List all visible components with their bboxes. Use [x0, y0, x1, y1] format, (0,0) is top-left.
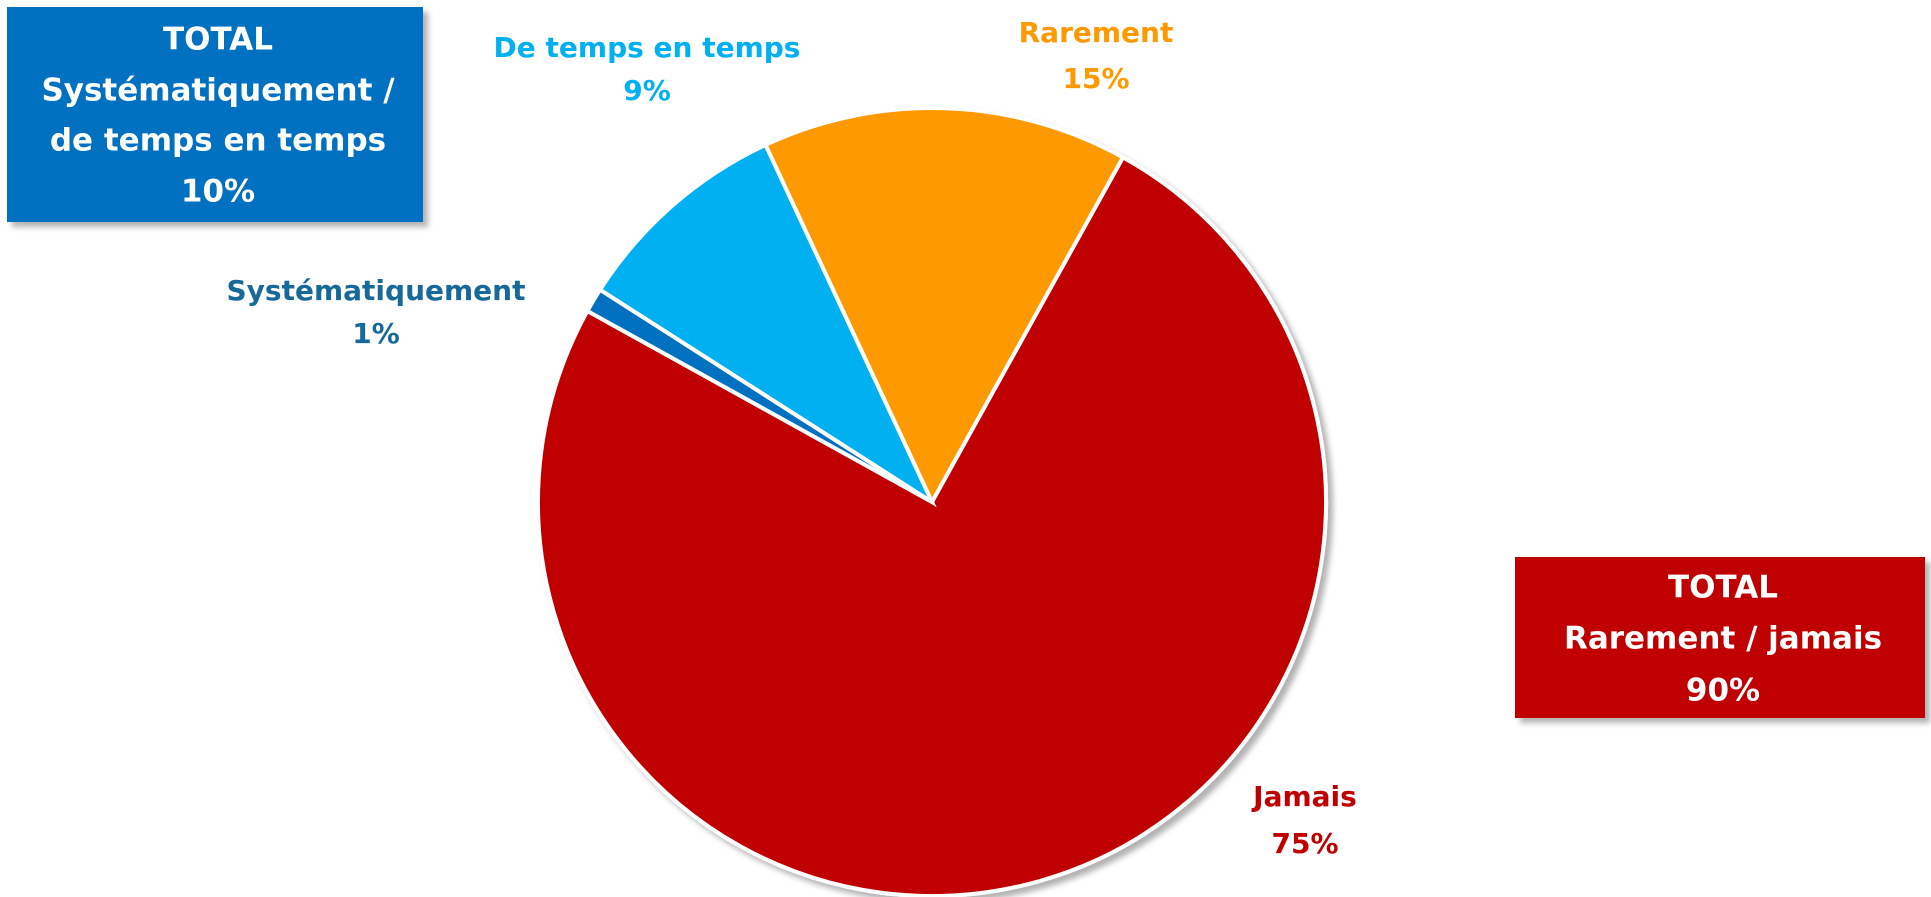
total-text: Systématiquement / [41, 73, 395, 109]
total-box [1515, 557, 1925, 718]
pie-slice [597, 142, 937, 508]
slice-value: 75% [1271, 827, 1338, 860]
pie-slice [536, 154, 1328, 897]
pie-slice [762, 106, 1126, 507]
total-text: TOTAL [163, 22, 273, 58]
pie [536, 106, 1328, 897]
slice-value: 1% [352, 317, 400, 350]
slice-label: De temps en temps [494, 31, 801, 64]
total-text: de temps en temps [50, 123, 386, 159]
total-text: 90% [1686, 673, 1760, 709]
slice-label: Jamais [1251, 780, 1357, 813]
total-text: TOTAL [1668, 570, 1778, 606]
slice-label: Systématiquement [227, 274, 526, 307]
slice-value: 9% [623, 74, 671, 107]
total-text: 10% [181, 174, 255, 210]
total-text: Rarement / jamais [1564, 621, 1882, 657]
slice-label: Rarement [1019, 16, 1174, 49]
total-box [7, 7, 423, 222]
slice-value: 15% [1062, 62, 1129, 95]
